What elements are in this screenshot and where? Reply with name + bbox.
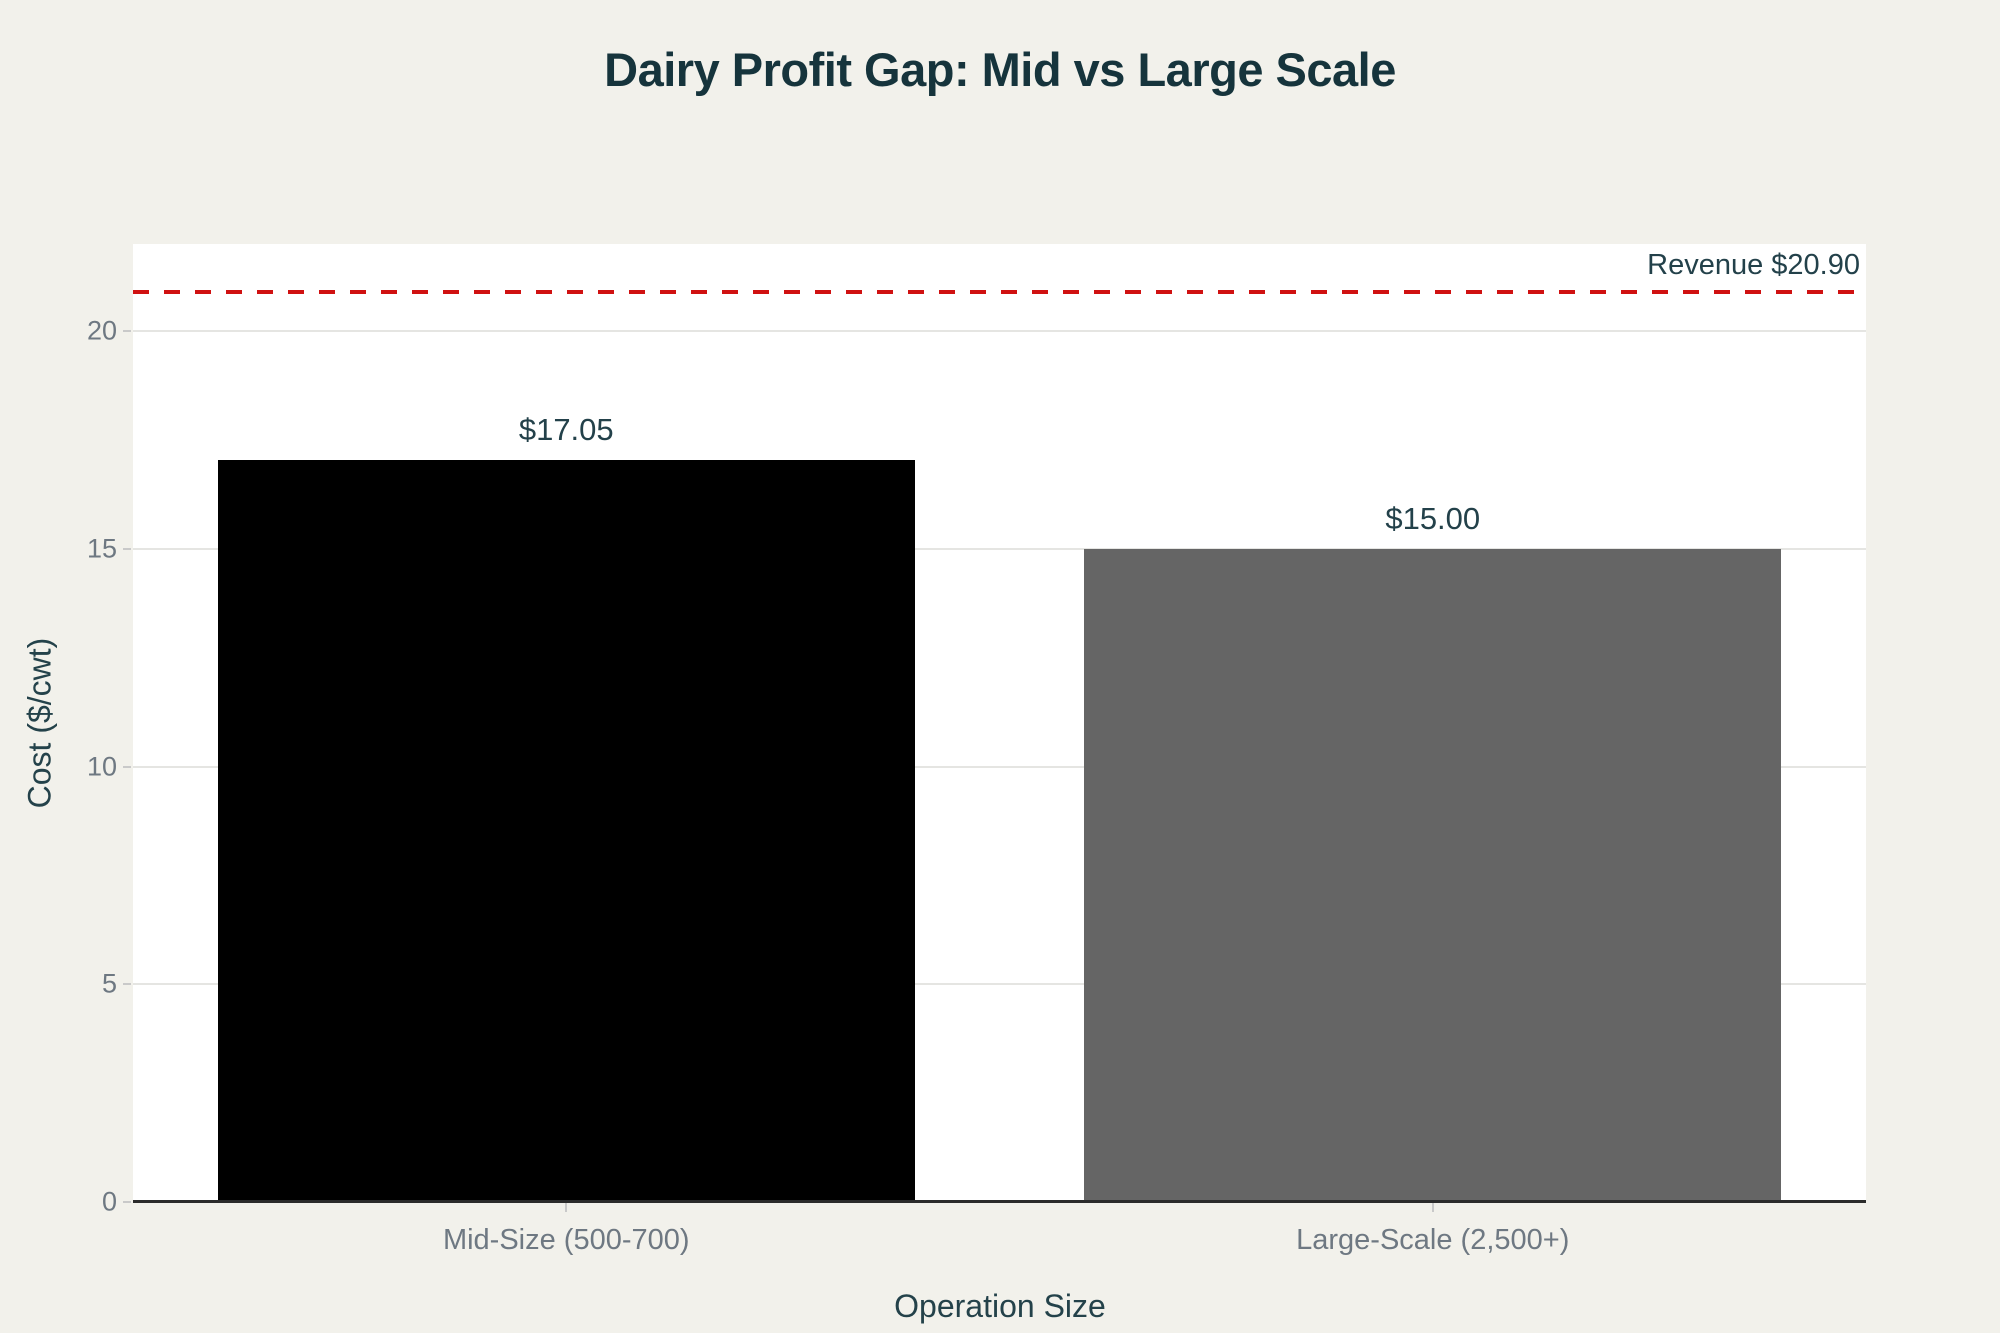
y-tick-label: 20 <box>86 315 117 346</box>
y-tick-mark <box>123 1201 131 1203</box>
x-tick-mark <box>1431 1203 1434 1212</box>
y-axis-title: Cost ($/cwt) <box>21 637 58 809</box>
y-tick-label: 15 <box>86 533 117 564</box>
x-axis-title: Operation Size <box>894 1288 1106 1324</box>
x-tick-mark <box>565 1203 568 1212</box>
y-tick-mark <box>123 547 131 550</box>
y-tick-mark <box>123 330 131 333</box>
bar-mid-size <box>217 459 915 1202</box>
revenue-reference-line <box>133 289 1860 294</box>
x-tick-label: Large-Scale (2,500+) <box>1296 1224 1570 1256</box>
bar-value-label: $17.05 <box>518 411 614 447</box>
bar-large-scale <box>1084 548 1782 1202</box>
y-tick-label: 10 <box>86 751 117 782</box>
revenue-reference-label: Revenue $20.90 <box>1647 248 1860 281</box>
x-axis-line <box>133 1200 1866 1203</box>
bar-value-label: $15.00 <box>1385 500 1481 536</box>
y-tick-mark <box>123 765 131 768</box>
y-gridline <box>133 330 1866 333</box>
plot-area: Revenue $20.90 0 5 10 15 20 $17.05 Mid-Size (5… <box>87 244 1866 1256</box>
y-gridline <box>133 547 1866 550</box>
y-tick-label: 5 <box>101 968 117 999</box>
y-tick-mark <box>123 983 131 986</box>
y-tick-label: 0 <box>101 1186 117 1217</box>
x-tick-label: Mid-Size (500-700) <box>442 1224 690 1256</box>
y-gridline <box>133 765 1866 768</box>
y-gridline <box>133 983 1866 986</box>
chart-title: Dairy Profit Gap: Mid vs Large Scale <box>604 43 1396 96</box>
